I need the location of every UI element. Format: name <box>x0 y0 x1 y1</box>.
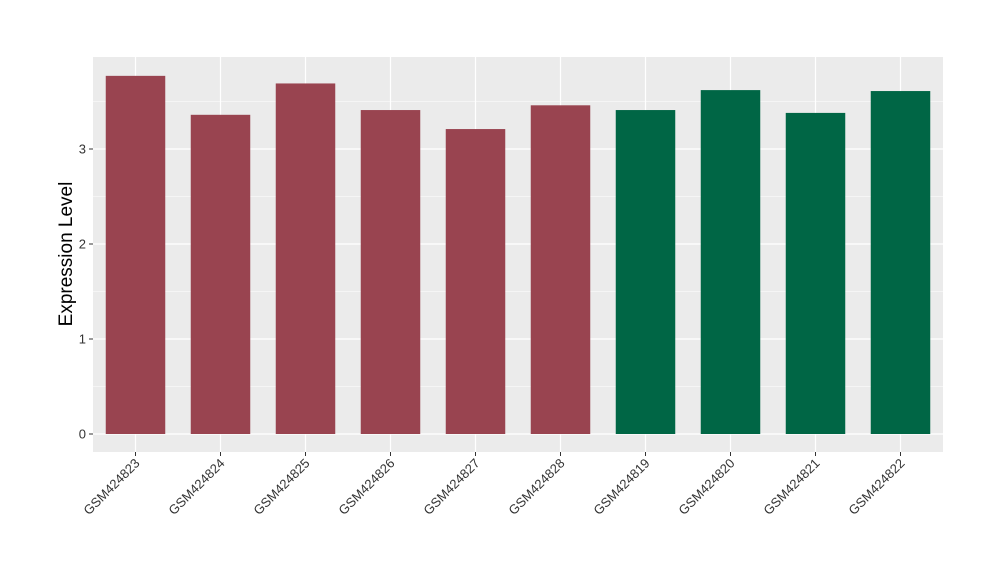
bar-GSM424828 <box>530 105 591 435</box>
x-tick-label: GSM424824 <box>165 456 227 518</box>
y-tick-label: 0 <box>79 427 86 442</box>
y-tick-label: 2 <box>79 237 86 252</box>
bar-GSM424820 <box>700 90 761 434</box>
x-tick-label: GSM424821 <box>760 456 822 518</box>
bar-GSM424825 <box>275 83 336 434</box>
bar-GSM424826 <box>360 110 421 435</box>
bar-GSM424822 <box>870 91 931 435</box>
x-tick-label: GSM424825 <box>250 456 312 518</box>
x-tick-label: GSM424828 <box>505 456 567 518</box>
x-tick-label: GSM424822 <box>845 456 907 518</box>
x-tick-label: GSM424823 <box>80 456 142 518</box>
bar-GSM424824 <box>190 114 251 435</box>
bar-GSM424827 <box>445 129 506 435</box>
bar-GSM424819 <box>615 110 676 435</box>
x-tick-label: GSM424827 <box>420 456 482 518</box>
y-axis: 0 1 2 3 <box>79 142 93 442</box>
x-tick-label: GSM424819 <box>590 456 652 518</box>
x-axis: GSM424823 GSM424824 GSM424825 GSM424826 GSM4… <box>80 452 908 518</box>
x-tick-label: GSM424826 <box>335 456 397 518</box>
x-tick-label: GSM424820 <box>675 456 737 518</box>
bars <box>105 75 931 435</box>
y-axis-title: Expression Level <box>56 182 77 327</box>
bar-GSM424823 <box>105 75 166 434</box>
bar-GSM424821 <box>785 112 846 435</box>
y-tick-label: 3 <box>79 142 86 157</box>
y-tick-label: 1 <box>79 332 86 347</box>
